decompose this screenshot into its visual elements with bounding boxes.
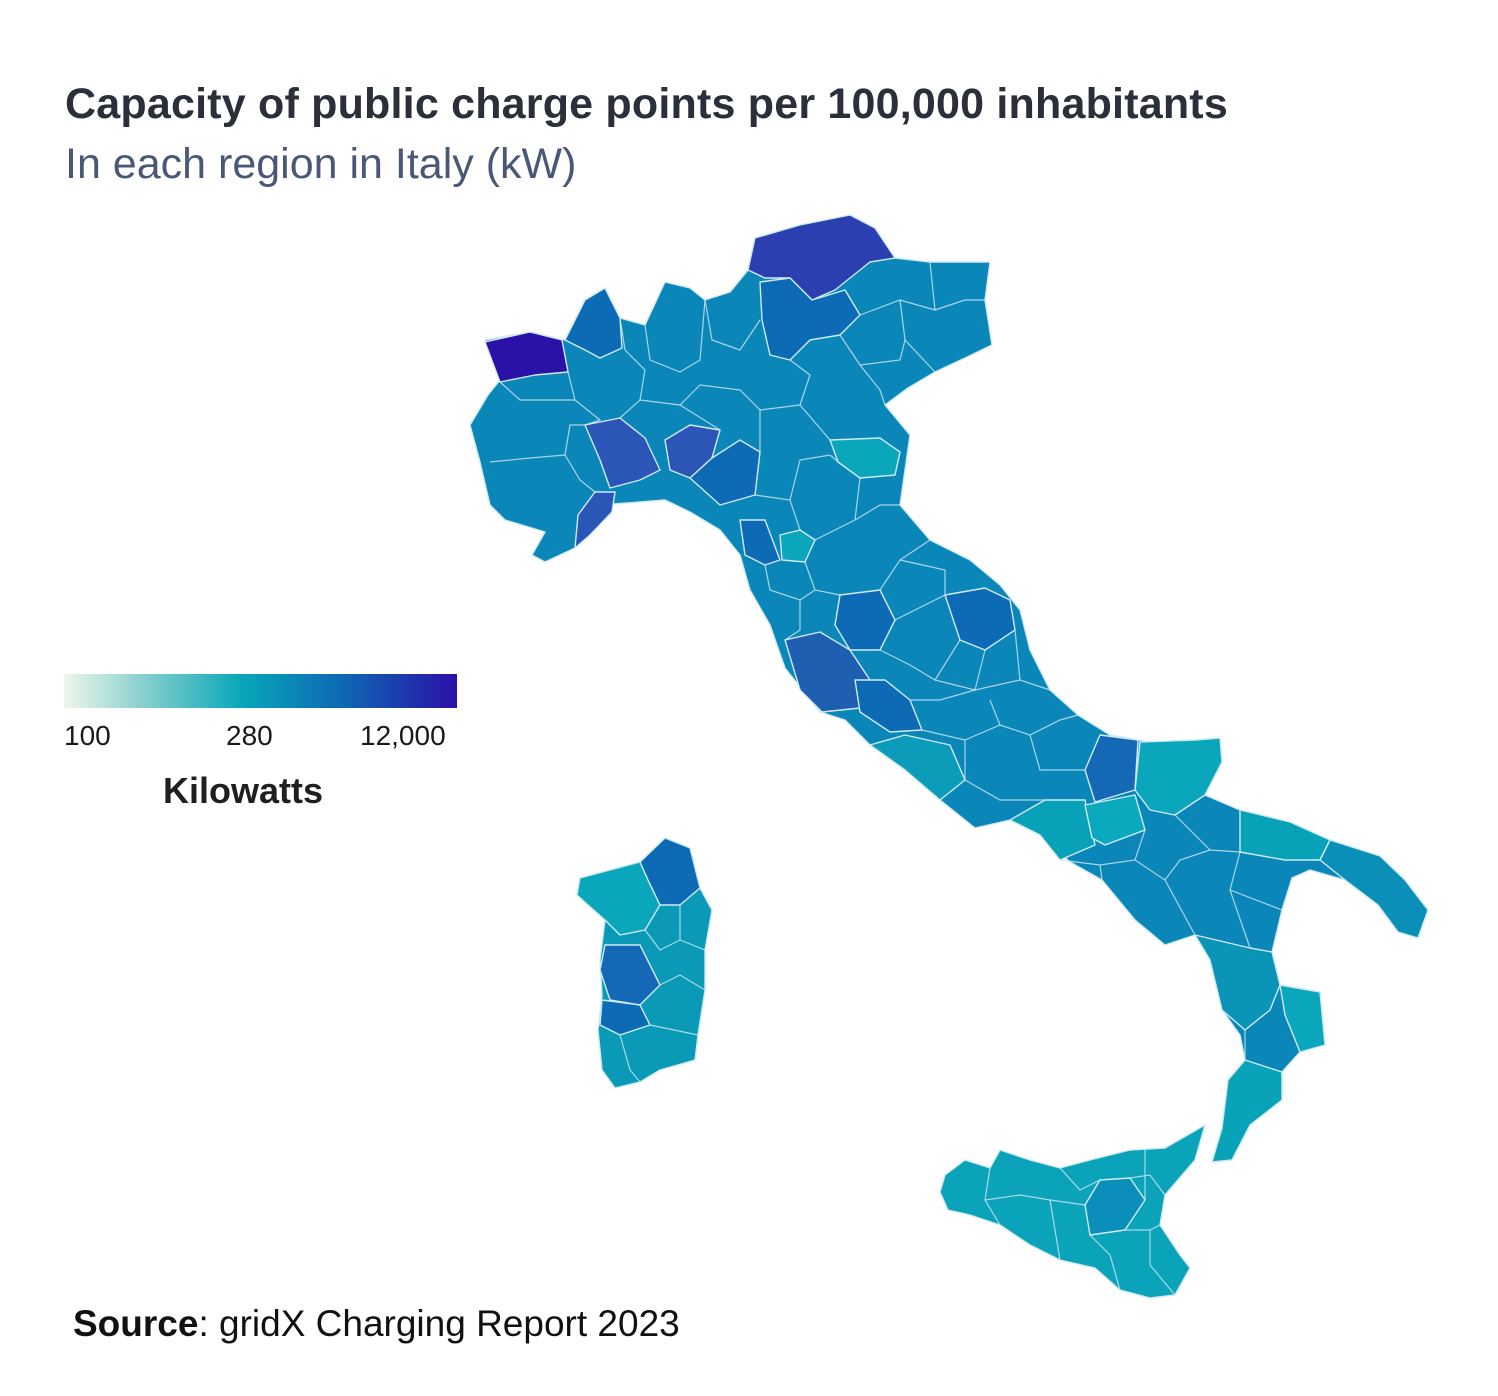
map-region-calabria-north[interactable]: [1194, 934, 1281, 1031]
source-label: Source: [73, 1303, 199, 1344]
map-region-salento[interactable]: [1319, 839, 1429, 939]
legend-min-label: 100: [64, 720, 111, 751]
source-text: : gridX Charging Report 2023: [198, 1303, 680, 1344]
map-region-molise[interactable]: [1084, 734, 1139, 803]
map-region-sardinia-northeast[interactable]: [639, 837, 701, 906]
map-region-lombardy-west[interactable]: [564, 287, 623, 359]
map-region-liguria-east[interactable]: [574, 491, 616, 549]
map-region-sardinia-south-blue[interactable]: [599, 999, 651, 1036]
map-region-tuscany-center[interactable]: [779, 529, 816, 563]
legend-title: Kilowatts: [163, 770, 324, 811]
legend-color-scale: [64, 674, 457, 708]
map-region-apulia[interactable]: [1239, 809, 1331, 861]
map-region-south-teal-1[interactable]: [1134, 737, 1223, 816]
source-note: Source: gridX Charging Report 2023: [73, 1303, 680, 1345]
map-region-calabria-south[interactable]: [1211, 1059, 1283, 1163]
page-subtitle: In each region in Italy (kW): [65, 140, 577, 188]
page-title: Capacity of public charge points per 100…: [65, 80, 1228, 128]
map-region-tuscany-north[interactable]: [739, 519, 781, 566]
map-region-liguria-west[interactable]: [584, 417, 661, 489]
map-region-campania-2[interactable]: [1084, 794, 1146, 846]
legend-max-label: 12,000: [360, 720, 446, 751]
legend-mid-label: 280: [226, 720, 273, 751]
map-region-calabria-east[interactable]: [1279, 984, 1326, 1053]
map-region-sicily[interactable]: [939, 1124, 1206, 1299]
